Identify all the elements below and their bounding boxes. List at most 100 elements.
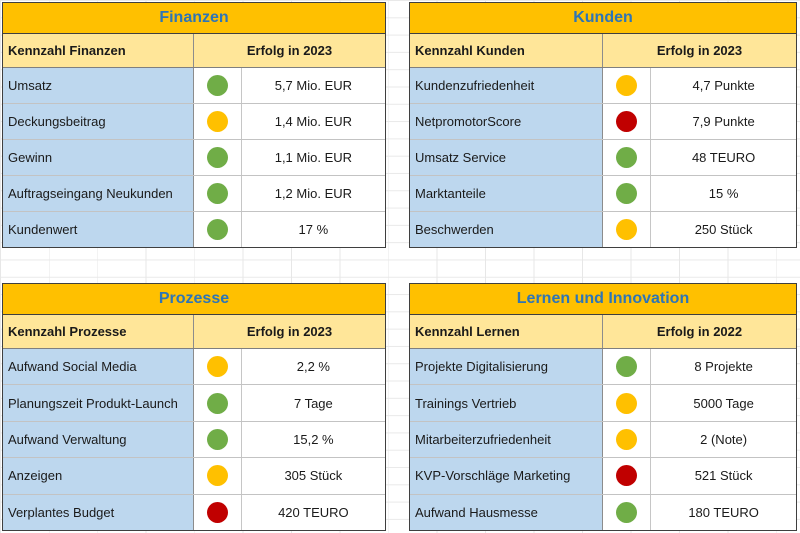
kpi-value-cell[interactable]: 48 TEURO	[651, 140, 796, 175]
kpi-row: Auftragseingang Neukunden 1,2 Mio. EUR	[3, 176, 385, 212]
kpi-name-cell[interactable]: Deckungsbeitrag	[3, 104, 194, 139]
status-indicator-icon	[206, 392, 228, 414]
status-dot-cell[interactable]	[194, 212, 242, 247]
kpi-column-header[interactable]: Kennzahl Lernen	[410, 315, 603, 348]
kpi-value-cell[interactable]: 5000 Tage	[651, 385, 796, 421]
kpi-value-cell[interactable]: 15,2 %	[241, 421, 385, 458]
status-indicator-icon	[206, 501, 228, 523]
kpi-name-cell[interactable]: Auftragseingang Neukunden	[3, 176, 194, 211]
kpi-name-cell[interactable]: Projekte Digitalisierung	[410, 349, 603, 385]
kpi-row: Anzeigen 305 Stück	[3, 458, 385, 495]
value-column-header[interactable]: Erfolg in 2022	[656, 324, 743, 339]
value-column-header[interactable]: Erfolg in 2023	[246, 324, 333, 339]
kpi-name-cell[interactable]: Umsatz Service	[410, 140, 603, 175]
quadrant-title[interactable]: Lernen und Innovation	[410, 284, 796, 315]
kpi-name-cell[interactable]: Mitarbeiterzufriedenheit	[410, 421, 603, 458]
column-header-row: Kennzahl Finanzen Erfolg in 2023	[3, 34, 385, 68]
quadrant-title[interactable]: Prozesse	[3, 284, 385, 315]
kpi-column-header[interactable]: Kennzahl Prozesse	[3, 315, 194, 348]
status-indicator-icon	[616, 501, 638, 523]
quadrant-title[interactable]: Kunden	[410, 3, 796, 34]
kpi-name-cell[interactable]: Anzeigen	[3, 458, 194, 494]
kpi-value-cell[interactable]: 7 Tage	[241, 385, 385, 421]
value-column-header[interactable]: Erfolg in 2023	[246, 43, 333, 58]
status-dot-cell[interactable]	[603, 140, 652, 175]
status-dot-cell[interactable]	[194, 458, 242, 494]
status-dot-cell[interactable]	[603, 421, 652, 458]
status-indicator-icon	[206, 183, 228, 204]
status-dot-cell[interactable]	[603, 68, 652, 103]
status-indicator-icon	[616, 465, 638, 487]
column-header-row: Kennzahl Kunden Erfolg in 2023	[410, 34, 796, 68]
kpi-name-cell[interactable]: Kundenwert	[3, 212, 194, 247]
kpi-value-cell[interactable]: 305 Stück	[241, 458, 385, 494]
kpi-row: Verplantes Budget 420 TEURO	[3, 494, 385, 531]
kpi-row: Kundenwert 17 %	[3, 212, 385, 247]
quadrant-title[interactable]: Finanzen	[3, 3, 385, 34]
kpi-value-cell[interactable]: 4,7 Punkte	[651, 68, 796, 103]
status-indicator-icon	[206, 75, 228, 96]
value-column-header[interactable]: Erfolg in 2023	[656, 43, 743, 58]
kpi-value-cell[interactable]: 1,2 Mio. EUR	[241, 176, 385, 211]
kpi-name-cell[interactable]: Umsatz	[3, 68, 194, 103]
kpi-value-cell[interactable]: 2,2 %	[241, 349, 385, 385]
column-header-row: Kennzahl Prozesse Erfolg in 2023	[3, 315, 385, 349]
kpi-name-cell[interactable]: Kundenzufriedenheit	[410, 68, 603, 103]
status-dot-cell[interactable]	[603, 458, 652, 494]
kpi-row: KVP-Vorschläge Marketing 521 Stück	[410, 458, 796, 495]
kpi-value-cell[interactable]: 2 (Note)	[651, 421, 796, 458]
kpi-name-cell[interactable]: Marktanteile	[410, 176, 603, 211]
status-indicator-icon	[616, 356, 638, 378]
status-indicator-icon	[616, 429, 638, 451]
status-dot-cell[interactable]	[603, 385, 652, 421]
kpi-value-cell[interactable]: 180 TEURO	[651, 494, 796, 531]
status-dot-cell[interactable]	[603, 176, 652, 211]
kpi-value-cell[interactable]: 15 %	[651, 176, 796, 211]
kpi-name-cell[interactable]: Planungszeit Produkt-Launch	[3, 385, 194, 421]
kpi-name-cell[interactable]: Gewinn	[3, 140, 194, 175]
status-dot-cell[interactable]	[194, 494, 242, 531]
kpi-value-cell[interactable]: 17 %	[241, 212, 385, 247]
kpi-row: Trainings Vertrieb 5000 Tage	[410, 385, 796, 422]
status-dot-cell[interactable]	[194, 349, 242, 385]
status-dot-cell[interactable]	[603, 494, 652, 531]
status-indicator-icon	[616, 75, 638, 96]
status-dot-cell[interactable]	[194, 104, 242, 139]
kpi-value-cell[interactable]: 1,1 Mio. EUR	[241, 140, 385, 175]
status-dot-cell[interactable]	[194, 176, 242, 211]
kpi-column-header[interactable]: Kennzahl Kunden	[410, 34, 603, 67]
status-dot-cell[interactable]	[194, 140, 242, 175]
kpi-name-cell[interactable]: Aufwand Social Media	[3, 349, 194, 385]
kpi-name-cell[interactable]: Aufwand Verwaltung	[3, 421, 194, 458]
kpi-value-cell[interactable]: 5,7 Mio. EUR	[241, 68, 385, 103]
kpi-name-cell[interactable]: Beschwerden	[410, 212, 603, 247]
status-indicator-icon	[616, 219, 638, 240]
status-indicator-icon	[206, 356, 228, 378]
kpi-value-cell[interactable]: 250 Stück	[651, 212, 796, 247]
kpi-row: NetpromotorScore 7,9 Punkte	[410, 104, 796, 140]
kpi-value-cell[interactable]: 420 TEURO	[241, 494, 385, 531]
kpi-row: Marktanteile 15 %	[410, 176, 796, 212]
status-indicator-icon	[206, 465, 228, 487]
kpi-name-cell[interactable]: KVP-Vorschläge Marketing	[410, 458, 603, 494]
status-dot-cell[interactable]	[194, 421, 242, 458]
kpi-name-cell[interactable]: NetpromotorScore	[410, 104, 603, 139]
kpi-value-cell[interactable]: 7,9 Punkte	[651, 104, 796, 139]
status-dot-cell[interactable]	[603, 104, 652, 139]
status-indicator-icon	[206, 219, 228, 240]
status-dot-cell[interactable]	[194, 385, 242, 421]
status-dot-cell[interactable]	[603, 212, 652, 247]
kpi-value-cell[interactable]: 8 Projekte	[651, 349, 796, 385]
quadrant-lernen-und-innovation: Lernen und Innovation Kennzahl Lernen Er…	[409, 283, 797, 531]
kpi-name-cell[interactable]: Aufwand Hausmesse	[410, 494, 603, 531]
status-indicator-icon	[206, 111, 228, 132]
status-dot-cell[interactable]	[603, 349, 652, 385]
kpi-value-cell[interactable]: 521 Stück	[651, 458, 796, 494]
kpi-column-header[interactable]: Kennzahl Finanzen	[3, 34, 194, 67]
kpi-name-cell[interactable]: Verplantes Budget	[3, 494, 194, 531]
kpi-name-cell[interactable]: Trainings Vertrieb	[410, 385, 603, 421]
status-dot-cell[interactable]	[194, 68, 242, 103]
kpi-value-cell[interactable]: 1,4 Mio. EUR	[241, 104, 385, 139]
kpi-row: Umsatz 5,7 Mio. EUR	[3, 68, 385, 104]
kpi-row: Umsatz Service 48 TEURO	[410, 140, 796, 176]
